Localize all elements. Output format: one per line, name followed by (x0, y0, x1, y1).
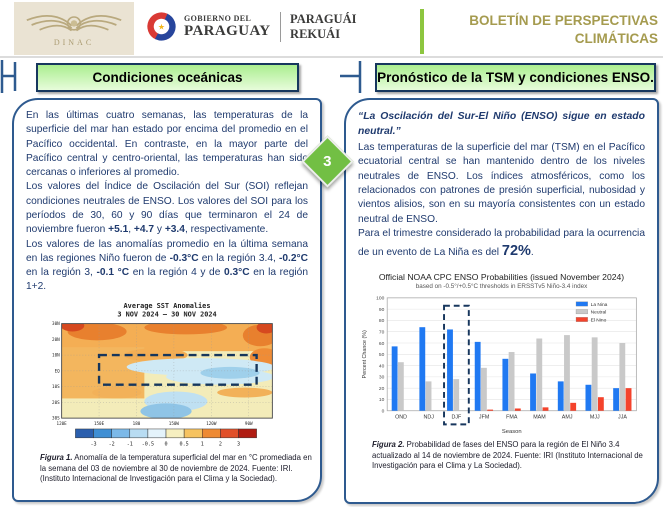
svg-text:-0.5: -0.5 (142, 441, 154, 447)
svg-text:150E: 150E (94, 421, 105, 426)
government-wordmark: GOBIERNO DEL PARAGUAY (184, 13, 271, 39)
sst-map-art (61, 323, 273, 418)
mid-connector (340, 61, 362, 93)
svg-text:120E: 120E (57, 421, 68, 426)
bulletin-title-line1: BOLETÍN DE PERSPECTIVAS (469, 13, 658, 28)
svg-text:El Nino: El Nino (591, 318, 607, 324)
svg-text:OND: OND (395, 415, 407, 421)
ocean-conditions-panel: En las últimas cuatro semanas, las tempe… (12, 98, 322, 502)
chart-title: Official NOAA CPC ENSO Probabilities (is… (378, 272, 625, 283)
ocean-paragraph-1: En las últimas cuatro semanas, las tempe… (26, 110, 308, 179)
dinac-wings-icon (26, 14, 122, 32)
svg-text:-2: -2 (109, 441, 115, 447)
svg-text:2: 2 (219, 441, 222, 447)
map-frame (61, 322, 273, 419)
svg-text:FMA: FMA (506, 415, 518, 421)
svg-text:30: 30 (379, 375, 385, 381)
left-edge-connector (0, 60, 17, 93)
enso-probability-chart: Percent Chance (%) Season 0 10 20 30 40 50 60 7… (362, 296, 637, 436)
color-scale: -3 -2 -1 -0.5 0 0.5 1 2 3 (75, 428, 257, 447)
svg-text:120W: 120W (206, 421, 217, 426)
map-title-line1: Average SST Anomalies (124, 302, 211, 310)
bulletin-title-line2: CLIMÁTICAS (574, 30, 658, 46)
logo-divider (279, 11, 282, 42)
paraguay-roundel-icon: ★ (147, 12, 176, 41)
svg-text:180: 180 (133, 421, 141, 426)
step-number: 3 (323, 153, 332, 170)
svg-text:90W: 90W (245, 421, 253, 426)
ocean-paragraph-3: Los valores de las anomalías promedio en… (26, 238, 308, 293)
government-logo: ★ GOBIERNO DEL PARAGUAY PARAGUÁI REKUÁI (146, 11, 356, 42)
svg-text:DJF: DJF (452, 415, 463, 421)
svg-text:-3: -3 (90, 441, 96, 447)
enso-forecast-panel: “La Oscilación del Sur-El Niño (ENSO) si… (344, 98, 659, 504)
svg-text:30N: 30N (52, 321, 60, 326)
header-divider (0, 56, 663, 58)
left-section-title: Condiciones oceánicas (36, 63, 299, 92)
gov-line4: REKUÁI (290, 26, 341, 41)
svg-text:70: 70 (379, 330, 385, 336)
svg-text:AMJ: AMJ (562, 415, 573, 421)
figure1-caption: Figura 1. Anomalía de la temperatura sup… (40, 453, 312, 483)
svg-text:MJJ: MJJ (590, 415, 600, 421)
green-accent-bar (420, 9, 424, 54)
svg-text:10S: 10S (52, 384, 60, 389)
svg-text:10: 10 (379, 398, 385, 404)
svg-text:20: 20 (379, 386, 385, 392)
bulletin-title: BOLETÍN DE PERSPECTIVAS CLIMÁTICAS (434, 9, 658, 54)
svg-text:NDJ: NDJ (424, 415, 435, 421)
svg-text:1: 1 (201, 441, 204, 447)
svg-text:20S: 20S (52, 400, 60, 405)
chart-ylabel: Percent Chance (%) (362, 330, 368, 378)
gov-line2: PARAGUAY (184, 22, 271, 39)
svg-text:EQ: EQ (55, 368, 61, 373)
figure2-caption: Figura 2. Probabilidad de fases del ENSO… (372, 440, 643, 470)
svg-text:★: ★ (158, 23, 165, 32)
svg-text:Neutral: Neutral (591, 310, 607, 316)
dinac-logo: DINAC (14, 2, 134, 55)
figure1-sst-anomaly-map: Average SST Anomalies 3 NOV 2024 – 30 NO… (52, 302, 273, 447)
svg-text:JFM: JFM (479, 415, 490, 421)
svg-text:MAM: MAM (533, 415, 546, 421)
svg-text:100: 100 (376, 296, 384, 302)
gov-line3: PARAGUÁI (290, 12, 357, 27)
svg-text:80: 80 (379, 319, 385, 325)
svg-text:40: 40 (379, 364, 385, 370)
nino34-region-outline (97, 353, 258, 386)
svg-text:0: 0 (164, 441, 167, 447)
enso-quote: “La Oscilación del Sur-El Niño (ENSO) si… (358, 111, 645, 137)
svg-text:JJA: JJA (618, 415, 627, 421)
figure2-enso-probabilities: Official NOAA CPC ENSO Probabilities (is… (358, 272, 645, 436)
right-section-title: Pronóstico de la TSM y condiciones ENSO. (375, 63, 656, 92)
guarani-wordmark: PARAGUÁI REKUÁI (290, 12, 356, 41)
svg-text:-1: -1 (127, 441, 133, 447)
bulletin-title-block: BOLETÍN DE PERSPECTIVAS CLIMÁTICAS (420, 9, 658, 54)
svg-text:20N: 20N (52, 337, 60, 342)
chart-xlabel: Season (502, 430, 522, 436)
svg-text:30S: 30S (52, 415, 60, 420)
map-title-line2: 3 NOV 2024 – 30 NOV 2024 (117, 310, 216, 318)
svg-text:0.5: 0.5 (180, 441, 189, 447)
gov-line1: GOBIERNO DEL (184, 13, 252, 23)
enso-paragraph-1: Las temperaturas de la superficie del ma… (358, 142, 645, 225)
enso-paragraph-2: Para el trimestre considerado la probabi… (358, 227, 645, 260)
svg-text:3: 3 (237, 441, 240, 447)
svg-text:10N: 10N (52, 352, 60, 357)
svg-text:0: 0 (382, 409, 385, 415)
ocean-paragraph-2: Los valores del Índice de Oscilación del… (26, 181, 308, 236)
chart-subtitle: based on -0.5°/+0.5°C thresholds in ERSS… (415, 283, 588, 291)
svg-text:La Nina: La Nina (591, 302, 608, 308)
dinac-label: DINAC (53, 38, 95, 47)
svg-text:60: 60 (379, 341, 385, 347)
svg-text:50: 50 (379, 352, 385, 358)
svg-text:150W: 150W (169, 421, 180, 426)
svg-text:90: 90 (379, 307, 385, 313)
